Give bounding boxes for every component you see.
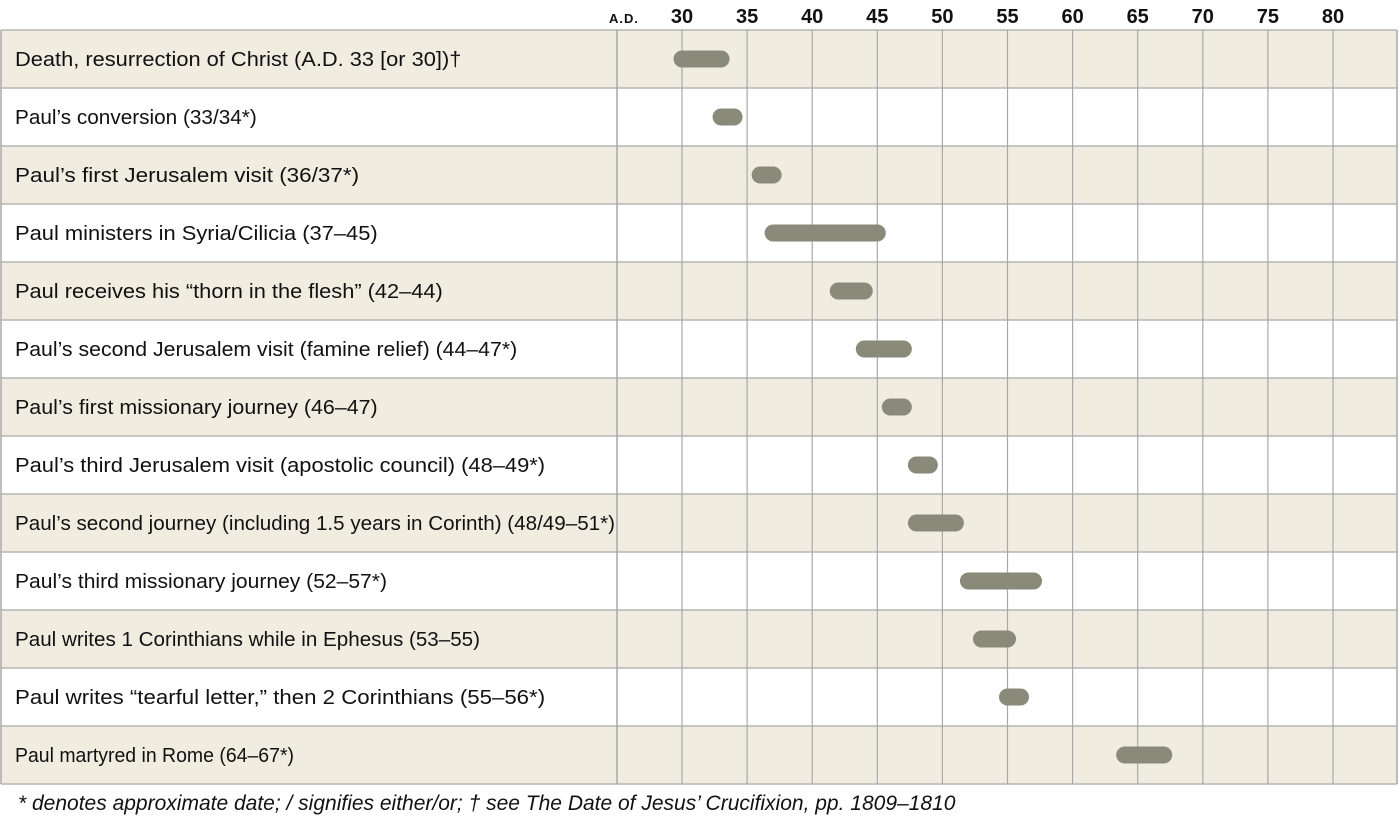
row-band (1, 146, 1397, 204)
row-label: Paul martyred in Rome (64–67*) (15, 745, 294, 767)
tick-label-55: 55 (996, 6, 1018, 28)
footnote: * denotes approximate date; / signifies … (18, 792, 956, 815)
tick-label-35: 35 (736, 6, 758, 28)
tick-label-75: 75 (1257, 6, 1279, 28)
row-band (1, 88, 1397, 146)
row-label: Paul’s third missionary journey (52–57*) (15, 571, 387, 593)
row-band (1, 262, 1397, 320)
row-band (1, 494, 1397, 552)
tick-label-45: 45 (866, 6, 888, 28)
row-label: Paul’s third Jerusalem visit (apostolic … (15, 455, 545, 477)
row-band (1, 552, 1397, 610)
timeline-chart: A.D. 30 35 40 45 50 55 60 65 70 75 80 Death, resurre… (0, 6, 1398, 785)
axis-prefix: A.D. (609, 11, 639, 26)
row-label: Paul’s second Jerusalem visit (famine re… (15, 339, 517, 361)
row-band (1, 204, 1397, 262)
tick-label-50: 50 (931, 6, 953, 28)
row-label: Paul ministers in Syria/Cilicia (37–45) (15, 223, 378, 245)
row-label: Paul’s second journey (including 1.5 yea… (15, 513, 615, 535)
row-label: Paul writes “tearful letter,” then 2 Cor… (15, 687, 545, 709)
tick-label-40: 40 (801, 6, 823, 28)
tick-label-70: 70 (1192, 6, 1214, 28)
row-label: Death, resurrection of Christ (A.D. 33 [… (15, 49, 461, 71)
tick-label-60: 60 (1061, 6, 1083, 28)
row-label: Paul’s first Jerusalem visit (36/37*) (15, 165, 359, 187)
row-band (1, 436, 1397, 494)
row-band (1, 320, 1397, 378)
tick-label-30: 30 (671, 6, 693, 28)
row-band (1, 610, 1397, 668)
row-label: Paul’s first missionary journey (46–47) (15, 397, 378, 419)
row-label: Paul’s conversion (33/34*) (15, 107, 257, 129)
row-band (1, 668, 1397, 726)
tick-label-65: 65 (1127, 6, 1149, 28)
row-band (1, 378, 1397, 436)
tick-label-80: 80 (1322, 6, 1344, 28)
row-label: Paul receives his “thorn in the flesh” (… (15, 281, 443, 303)
row-label: Paul writes 1 Corinthians while in Ephes… (15, 629, 480, 651)
